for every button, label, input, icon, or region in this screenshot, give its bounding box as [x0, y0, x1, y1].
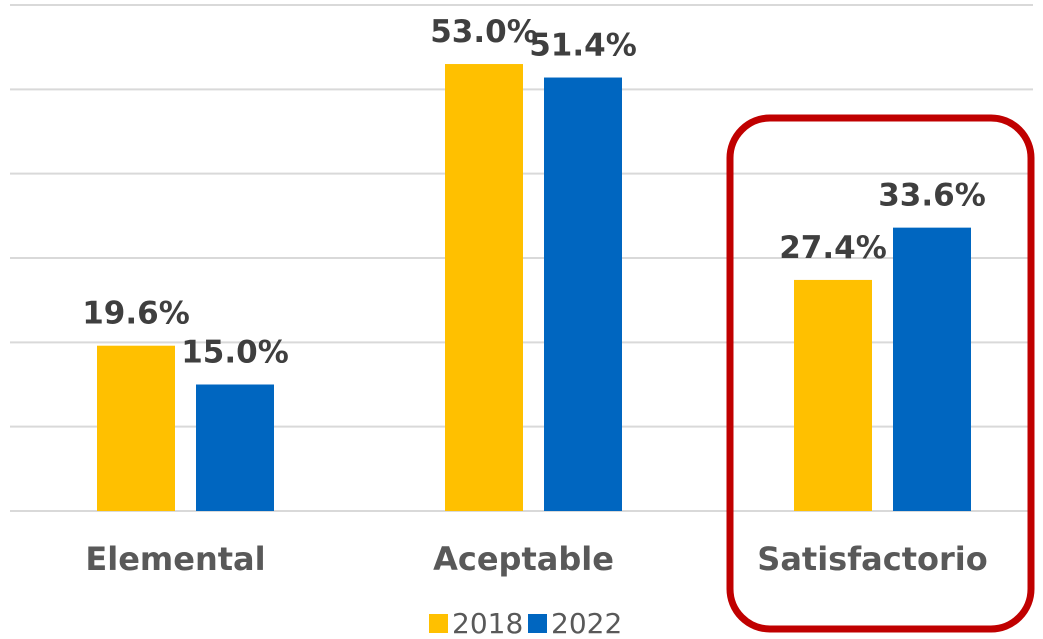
bar-labels: 19.6%15.0% 53.0%51.4% 27.4% 33.6%	[82, 14, 986, 370]
category-label-satisfactorio: Satisfactorio	[757, 540, 987, 578]
legend: 2018 2022	[429, 607, 622, 639]
bar-label-satisfactorio-2022: 33.6%	[878, 178, 986, 214]
bar-satisfactorio-2022	[893, 227, 971, 511]
bar-aceptable-2018	[445, 64, 523, 512]
bar-label-elemental-2022: 15.0%	[181, 335, 289, 371]
legend-swatch-2018	[429, 614, 448, 633]
category-label-aceptable: Aceptable	[433, 540, 614, 578]
bars	[97, 64, 971, 512]
bar-label-satisfactorio-2018: 27.4%	[779, 230, 887, 266]
bar-elemental-2018	[97, 345, 175, 511]
legend-label-2018: 2018	[452, 607, 523, 639]
category-labels: Elemental Aceptable Satisfactorio	[85, 540, 987, 578]
legend-swatch-2022	[528, 614, 547, 633]
bar-aceptable-2022	[544, 77, 622, 511]
bar-label-aceptable-2022: 51.4%	[529, 28, 637, 64]
bar-label-elemental-2018: 19.6%	[82, 296, 190, 332]
bar-satisfactorio-2018	[794, 279, 872, 511]
bar-label-aceptable-2018: 53.0%	[430, 14, 538, 50]
highlight-box	[726, 114, 1035, 633]
bar-elemental-2022	[196, 384, 274, 511]
legend-label-2022: 2022	[551, 607, 622, 639]
category-label-elemental: Elemental	[85, 540, 265, 578]
